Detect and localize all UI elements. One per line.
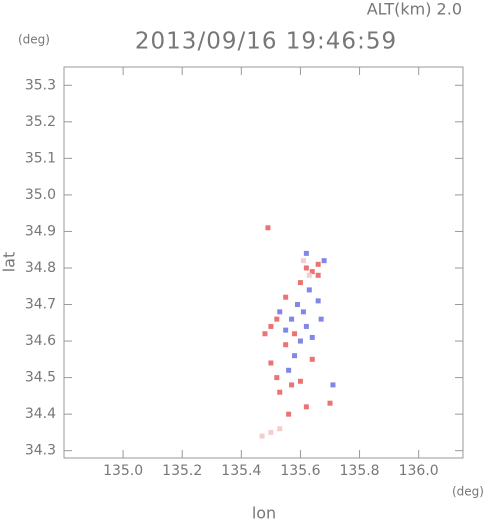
y-tick-label: 35.3	[25, 77, 56, 93]
point	[283, 327, 289, 333]
y-tick-label: 34.4	[25, 406, 56, 422]
point	[277, 389, 283, 395]
y-tick-label: 34.6	[25, 333, 56, 349]
point	[300, 309, 306, 315]
point	[309, 269, 315, 275]
point	[283, 342, 289, 348]
point	[318, 316, 324, 322]
point	[289, 382, 295, 388]
y-tick-label: 34.7	[25, 297, 56, 313]
point	[268, 323, 274, 329]
x-tick-label: 135.0	[103, 463, 143, 479]
point	[297, 338, 303, 344]
point	[309, 334, 315, 340]
point	[327, 400, 333, 406]
point	[297, 378, 303, 384]
point	[292, 331, 298, 337]
annotation: ALT(km) 2.0	[367, 0, 462, 19]
point	[286, 367, 292, 373]
chart-title: 2013/09/16 19:46:59	[135, 29, 397, 55]
point	[297, 280, 303, 286]
point	[315, 272, 321, 278]
point	[303, 323, 309, 329]
y-tick-label: 35.0	[25, 187, 56, 203]
point	[265, 225, 271, 231]
y-tick-label: 34.8	[25, 260, 56, 276]
point	[262, 331, 268, 337]
point	[289, 316, 295, 322]
x-tick-label: 135.2	[162, 463, 202, 479]
y-tick-label: 34.5	[25, 370, 56, 386]
point	[292, 353, 298, 359]
point	[268, 360, 274, 366]
point	[274, 316, 280, 322]
point	[294, 302, 300, 308]
point	[277, 426, 283, 432]
point	[286, 411, 292, 417]
point	[303, 250, 309, 256]
point	[277, 309, 283, 315]
y-tick-label: 34.9	[25, 223, 56, 239]
x-axis-label: lon	[252, 504, 276, 521]
point	[268, 429, 274, 435]
y-axis-label: lat	[0, 252, 19, 273]
x-tick-label: 136.0	[399, 463, 439, 479]
plot-frame	[63, 66, 464, 459]
y-tick-label: 34.3	[25, 443, 56, 459]
point	[303, 404, 309, 410]
point	[274, 375, 280, 381]
x-unit: (deg)	[452, 485, 484, 499]
point	[259, 433, 265, 439]
y-unit: (deg)	[18, 33, 50, 47]
point	[283, 294, 289, 300]
point	[303, 265, 309, 271]
point	[315, 298, 321, 304]
point	[315, 261, 321, 267]
y-tick-label: 35.2	[25, 114, 56, 130]
point	[300, 258, 306, 264]
y-tick-label: 35.1	[25, 150, 56, 166]
point	[330, 382, 336, 388]
x-tick-label: 135.4	[221, 463, 261, 479]
point	[306, 272, 312, 278]
x-tick-label: 135.8	[340, 463, 380, 479]
x-tick-label: 135.6	[280, 463, 320, 479]
point	[309, 356, 315, 362]
point	[306, 287, 312, 293]
point	[321, 258, 327, 264]
